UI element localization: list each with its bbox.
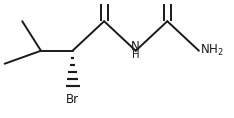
Text: N: N xyxy=(131,40,140,53)
Text: Br: Br xyxy=(66,93,79,106)
Text: O: O xyxy=(163,0,172,3)
Text: O: O xyxy=(99,0,109,3)
Text: NH$_2$: NH$_2$ xyxy=(200,43,224,58)
Text: H: H xyxy=(132,50,139,60)
